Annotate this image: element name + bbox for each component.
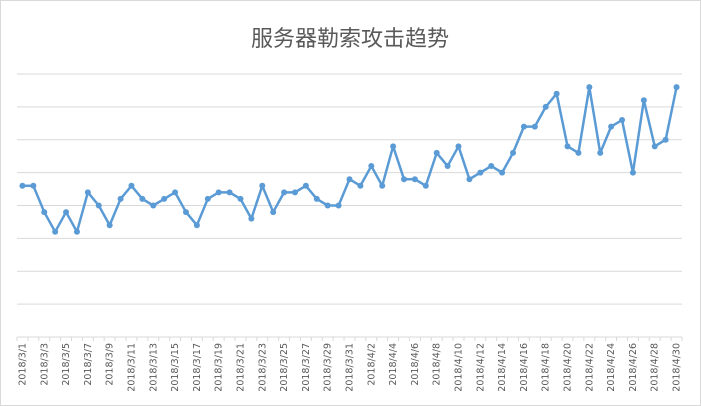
data-point xyxy=(139,195,146,202)
data-point xyxy=(542,103,549,110)
data-point xyxy=(95,202,102,209)
x-tick-label: 2018/4/14 xyxy=(497,343,508,392)
data-point xyxy=(161,195,168,202)
x-tick-label: 2018/4/6 xyxy=(410,343,421,386)
data-point xyxy=(531,123,538,130)
data-point xyxy=(455,143,462,150)
data-point xyxy=(597,149,604,156)
data-point xyxy=(575,149,582,156)
x-tick-label: 2018/4/10 xyxy=(454,343,465,392)
data-point xyxy=(662,136,669,143)
x-tick-label: 2018/4/22 xyxy=(584,343,595,392)
x-tick-label: 2018/3/23 xyxy=(257,343,268,392)
data-point xyxy=(52,228,59,235)
data-point xyxy=(226,189,233,196)
x-tick-label: 2018/4/16 xyxy=(519,343,530,392)
data-point xyxy=(84,189,91,196)
x-tick-label: 2018/3/17 xyxy=(192,343,203,392)
x-tick-label: 2018/3/3 xyxy=(39,343,50,386)
data-point xyxy=(248,215,255,222)
data-point xyxy=(182,209,189,216)
data-point xyxy=(259,182,266,189)
data-point xyxy=(629,169,636,176)
x-tick-label: 2018/4/30 xyxy=(672,343,683,392)
x-tick-label: 2018/3/1 xyxy=(17,343,28,386)
x-tick-label: 2018/3/19 xyxy=(214,343,225,392)
data-point xyxy=(150,202,157,209)
data-point xyxy=(553,90,560,97)
data-point xyxy=(117,195,124,202)
data-point xyxy=(510,149,517,156)
data-point xyxy=(368,163,375,170)
data-point xyxy=(466,176,473,183)
x-tick-label: 2018/3/5 xyxy=(61,343,72,386)
data-point xyxy=(444,163,451,170)
data-point xyxy=(63,209,70,216)
data-point xyxy=(335,202,342,209)
x-tick-label: 2018/3/9 xyxy=(105,343,116,386)
x-tick-label: 2018/3/31 xyxy=(345,343,356,392)
data-point xyxy=(357,182,364,189)
data-point xyxy=(379,182,386,189)
data-point xyxy=(619,117,626,124)
data-point xyxy=(520,123,527,130)
x-tick-label: 2018/4/20 xyxy=(563,343,574,392)
x-tick-label: 2018/4/12 xyxy=(475,343,486,392)
x-tick-label: 2018/3/25 xyxy=(279,343,290,392)
x-tick-label: 2018/4/28 xyxy=(650,343,661,392)
x-tick-label: 2018/4/26 xyxy=(628,343,639,392)
x-tick-label: 2018/3/7 xyxy=(83,343,94,386)
data-point xyxy=(291,189,298,196)
data-point xyxy=(411,176,418,183)
data-point xyxy=(390,143,397,150)
data-point xyxy=(564,143,571,150)
data-point xyxy=(401,176,408,183)
data-point xyxy=(270,209,277,216)
data-point xyxy=(172,189,179,196)
x-tick-label: 2018/3/15 xyxy=(170,343,181,392)
data-point xyxy=(41,209,48,216)
data-point xyxy=(73,228,80,235)
x-tick-label: 2018/3/13 xyxy=(148,343,159,392)
x-tick-label: 2018/3/27 xyxy=(301,343,312,392)
x-tick-label: 2018/4/2 xyxy=(366,343,377,386)
data-point xyxy=(499,169,506,176)
x-tick-label: 2018/3/29 xyxy=(323,343,334,392)
chart-title: 服务器勒索攻击趋势 xyxy=(251,27,449,52)
data-point xyxy=(488,163,495,170)
data-point xyxy=(586,84,593,91)
data-point xyxy=(193,222,200,229)
data-point xyxy=(237,195,244,202)
data-point xyxy=(281,189,288,196)
x-tick-label: 2018/3/11 xyxy=(126,343,137,392)
data-point xyxy=(106,222,113,229)
x-tick-label: 2018/4/24 xyxy=(606,343,617,392)
data-point xyxy=(673,84,680,91)
x-tick-label: 2018/4/18 xyxy=(541,343,552,392)
data-point xyxy=(346,176,353,183)
data-point xyxy=(640,97,647,104)
data-point xyxy=(324,202,331,209)
data-point xyxy=(128,182,135,189)
data-point xyxy=(477,169,484,176)
data-point xyxy=(302,182,309,189)
data-point xyxy=(433,149,440,156)
data-point xyxy=(204,195,211,202)
x-tick-label: 2018/4/8 xyxy=(432,343,443,386)
x-tick-label: 2018/3/21 xyxy=(235,343,246,392)
data-point xyxy=(30,182,37,189)
x-tick-label: 2018/4/4 xyxy=(388,343,399,386)
data-point xyxy=(422,182,429,189)
data-point xyxy=(215,189,222,196)
data-point xyxy=(651,143,658,150)
data-point xyxy=(313,195,320,202)
data-point xyxy=(608,123,615,130)
data-point xyxy=(19,182,26,189)
